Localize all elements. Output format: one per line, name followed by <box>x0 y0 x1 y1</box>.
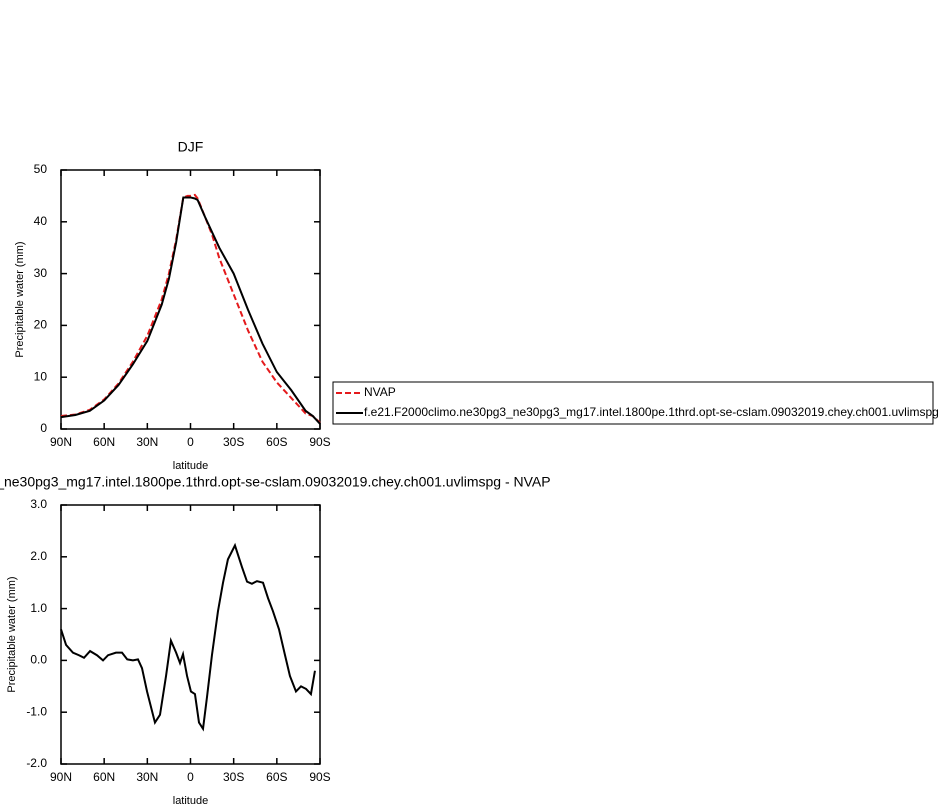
y-tick-label: 3.0 <box>30 497 47 511</box>
x-tick-label: 90S <box>309 435 330 449</box>
y-tick-label: 40 <box>34 214 48 228</box>
plot-frame <box>60 169 321 430</box>
x-tick-label: 30N <box>136 770 158 784</box>
y-tick-label: 20 <box>34 318 48 332</box>
legend-label: NVAP <box>364 385 396 399</box>
y-axis-label: Precipitable water (mm) <box>14 241 26 357</box>
x-tick-label: 0 <box>187 435 194 449</box>
y-axis-label: Precipitable water (mm) <box>6 576 18 692</box>
x-tick-label: 30N <box>136 435 158 449</box>
data-line <box>60 196 321 425</box>
x-tick-label: 0 <box>187 770 194 784</box>
y-tick-label: 10 <box>34 369 48 383</box>
legend-label: f.e21.F2000climo.ne30pg3_ne30pg3_mg17.in… <box>364 405 939 419</box>
x-axis-label: latitude <box>173 460 208 472</box>
x-tick-label: 60N <box>93 770 115 784</box>
legend-box <box>332 381 934 425</box>
chart-title: DJF <box>178 139 204 155</box>
x-tick-label: 90S <box>309 770 330 784</box>
y-tick-label: -1.0 <box>26 704 47 718</box>
x-tick-label: 90N <box>50 770 72 784</box>
x-axis-label: latitude <box>173 795 208 807</box>
data-line <box>60 193 321 424</box>
y-tick-label: -2.0 <box>26 756 47 770</box>
chart-title: f.e21.F2000climo.ne30pg3_ne30pg3_mg17.in… <box>0 474 551 490</box>
y-tick-label: 50 <box>34 162 48 176</box>
y-tick-label: 2.0 <box>30 549 47 563</box>
x-tick-label: 60S <box>266 770 287 784</box>
y-tick-label: 1.0 <box>30 601 47 615</box>
x-tick-label: 60N <box>93 435 115 449</box>
x-tick-label: 90N <box>50 435 72 449</box>
x-tick-label: 30S <box>223 435 244 449</box>
y-tick-label: 0 <box>40 421 47 435</box>
x-tick-label: 30S <box>223 770 244 784</box>
data-line <box>60 542 316 732</box>
x-tick-label: 60S <box>266 435 287 449</box>
y-tick-label: 30 <box>34 266 48 280</box>
y-tick-label: 0.0 <box>30 653 47 667</box>
